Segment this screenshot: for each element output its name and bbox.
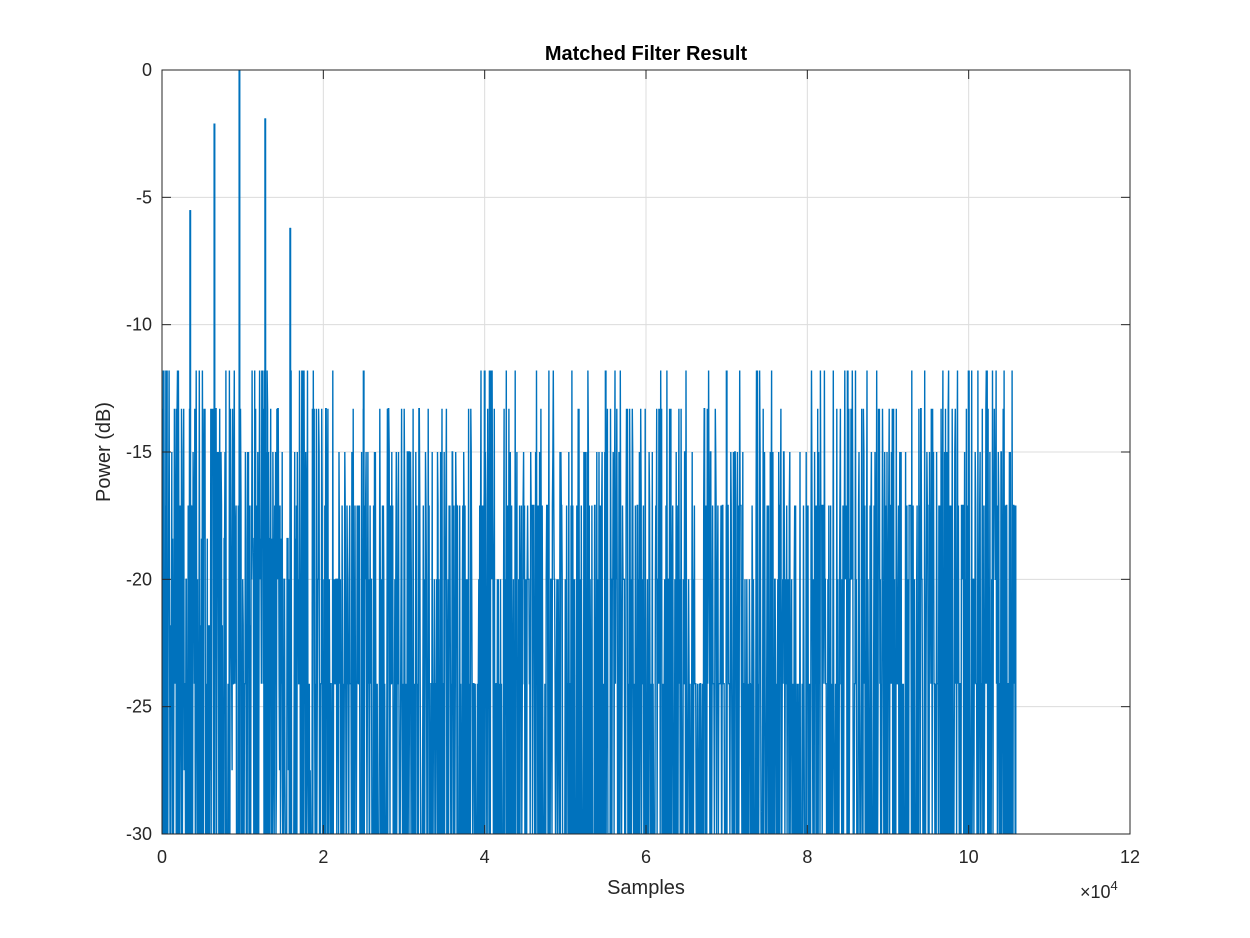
y-tick-label: -5 — [136, 187, 152, 207]
x-tick-label: 4 — [480, 847, 490, 867]
x-tick-label: 10 — [959, 847, 979, 867]
y-axis-label: Power (dB) — [93, 402, 115, 502]
x-exponent-label: ×104 — [1080, 878, 1118, 902]
y-tick-label: 0 — [142, 60, 152, 80]
x-tick-label: 8 — [802, 847, 812, 867]
x-exponent-base: ×10 — [1080, 882, 1111, 902]
axis-ticks — [161, 69, 1131, 835]
y-tick-label: -20 — [126, 569, 152, 589]
x-tick-label: 0 — [157, 847, 167, 867]
y-tick-label: -30 — [126, 824, 152, 844]
x-tick-label: 2 — [318, 847, 328, 867]
y-tick-label: -25 — [126, 697, 152, 717]
x-tick-label: 6 — [641, 847, 651, 867]
y-tick-label: -10 — [126, 315, 152, 335]
x-axis-label: Samples — [607, 877, 685, 899]
data-series-layer — [162, 70, 1017, 834]
y-tick-labels: 0 -5 -10 -15 -20 -25 -30 — [126, 60, 152, 844]
x-exponent-power: 4 — [1111, 878, 1118, 893]
chart-title: Matched Filter Result — [545, 43, 748, 65]
x-tick-labels: 0 2 4 6 8 10 12 — [157, 847, 1140, 867]
series-line — [162, 70, 1017, 834]
x-tick-label: 12 — [1120, 847, 1140, 867]
y-tick-label: -15 — [126, 442, 152, 462]
